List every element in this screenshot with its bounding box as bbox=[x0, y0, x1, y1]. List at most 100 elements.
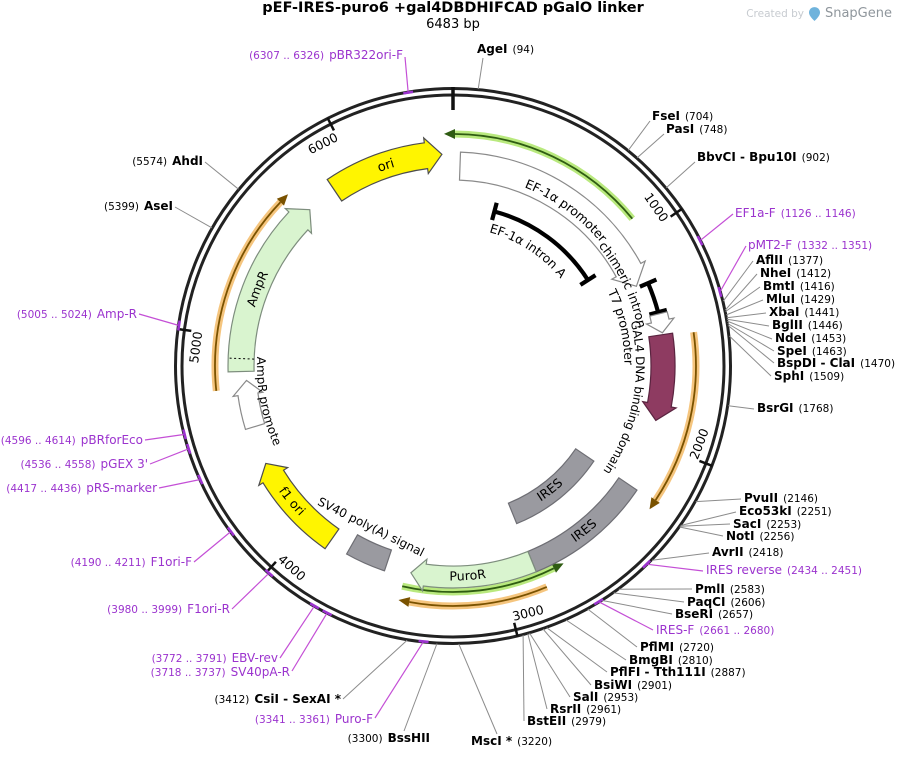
site-label-BsiWI[interactable]: BsiWI (2901) bbox=[594, 679, 672, 693]
site-position: (2810) bbox=[677, 655, 713, 667]
site-leader-line-9 bbox=[726, 318, 770, 327]
feature-ef-1-promoter-1[interactable] bbox=[458, 151, 647, 288]
site-leader-line-18 bbox=[679, 526, 724, 537]
feature-gal4-dna-binding-domain-5[interactable] bbox=[641, 332, 678, 422]
site-name: BssHII bbox=[387, 731, 430, 745]
site-label-SpeI[interactable]: SpeI (1463) bbox=[777, 345, 847, 359]
site-label-NdeI[interactable]: NdeI (1453) bbox=[775, 332, 846, 346]
primer-name: IRES-F bbox=[656, 623, 695, 637]
watermark: Created by SnapGene bbox=[746, 6, 892, 21]
primer-label-IRES-reverse[interactable]: IRES reverse (2434 .. 2451) bbox=[706, 564, 862, 578]
site-label-SphI[interactable]: SphI (1509) bbox=[774, 370, 844, 384]
site-label-NotI[interactable]: NotI (2256) bbox=[726, 530, 794, 544]
primer-name: IRES reverse bbox=[706, 563, 782, 577]
site-label-BmtI[interactable]: BmtI (1416) bbox=[763, 280, 835, 294]
site-label-XbaI[interactable]: XbaI (1441) bbox=[769, 306, 839, 320]
primer-position: (1126 .. 1146) bbox=[780, 208, 856, 220]
primer-label-pBRforEco[interactable]: (4596 .. 4614) pBRforEco bbox=[1, 434, 143, 448]
site-label-CsiI-SexAI-[interactable]: (3412) CsiI - SexAI * bbox=[214, 693, 341, 707]
site-leader-line-21 bbox=[613, 592, 685, 603]
primer-position: (5005 .. 5024) bbox=[16, 309, 92, 321]
site-position: (94) bbox=[512, 44, 535, 56]
feature-ires-7[interactable] bbox=[507, 447, 595, 525]
orf-arrowhead-icon-2 bbox=[551, 563, 564, 573]
site-position: (2146) bbox=[783, 493, 819, 505]
site-label-AflII[interactable]: AflII (1377) bbox=[756, 254, 823, 268]
site-label-BspDI-ClaI[interactable]: BspDI - ClaI (1470) bbox=[777, 357, 895, 371]
feature-ampr-promoter-11[interactable] bbox=[231, 379, 266, 431]
primer-label-F1ori-R[interactable]: (3980 .. 3999) F1ori-R bbox=[107, 603, 230, 617]
feature-chimeric-intron-3[interactable] bbox=[646, 282, 661, 313]
primer-label-pBR322ori-F[interactable]: (6307 .. 6326) pBR322ori-F bbox=[249, 49, 403, 63]
scale-tick-label-6000: 6000 bbox=[305, 129, 340, 157]
site-label-AvrII[interactable]: AvrII (2418) bbox=[712, 546, 783, 560]
site-label-PmlI[interactable]: PmlI (2583) bbox=[695, 583, 765, 597]
primer-label-SV40pA-R[interactable]: (3718 .. 3737) SV40pA-R bbox=[151, 666, 290, 680]
site-position: (2251) bbox=[796, 506, 832, 518]
primer-position: (3772 .. 3791) bbox=[151, 653, 227, 665]
primer-label-pGEX-3-[interactable]: (4536 .. 4558) pGEX 3' bbox=[21, 458, 148, 472]
primer-position: (3341 .. 3361) bbox=[254, 714, 330, 726]
primer-position: (4417 .. 4436) bbox=[6, 483, 82, 495]
site-position: (2253) bbox=[766, 519, 802, 531]
site-leader-line-26 bbox=[542, 628, 592, 686]
site-position: (2887) bbox=[710, 667, 746, 679]
site-position: (3220) bbox=[517, 736, 553, 748]
primer-site-tick-4 bbox=[593, 597, 604, 606]
site-label-MscI-[interactable]: MscI * (3220) bbox=[471, 735, 552, 749]
primer-name: pGEX 3' bbox=[100, 457, 148, 471]
site-label-BmgBI[interactable]: BmgBI (2810) bbox=[629, 654, 713, 668]
site-label-MluI[interactable]: MluI (1429) bbox=[766, 293, 835, 307]
site-leader-line-32 bbox=[342, 639, 408, 700]
feature-t7-promoter-4[interactable] bbox=[644, 311, 676, 334]
scale-tick-mark-1000 bbox=[669, 207, 683, 218]
site-label-FseI[interactable]: FseI (704) bbox=[652, 110, 713, 124]
site-position: (1463) bbox=[811, 346, 847, 358]
site-label-BsrGI[interactable]: BsrGI (1768) bbox=[757, 402, 833, 416]
site-label-NheI[interactable]: NheI (1412) bbox=[760, 267, 831, 281]
primer-label-IRES-F[interactable]: IRES-F (2661 .. 2680) bbox=[656, 624, 774, 638]
site-position: (1446) bbox=[807, 320, 843, 332]
site-label-Eco53kI[interactable]: Eco53kI (2251) bbox=[739, 505, 832, 519]
primer-label-pMT2-F[interactable]: pMT2-F (1332 .. 1351) bbox=[748, 239, 872, 253]
primer-leader-line-13 bbox=[138, 313, 180, 327]
site-label-BseRI[interactable]: BseRI (2657) bbox=[675, 608, 753, 622]
primer-position: (1332 .. 1351) bbox=[797, 240, 873, 252]
site-label-SacI[interactable]: SacI (2253) bbox=[733, 518, 801, 532]
site-label-PflMI[interactable]: PflMI (2720) bbox=[640, 641, 714, 655]
feature-puror-8[interactable] bbox=[410, 550, 537, 593]
site-label-AgeI[interactable]: AgeI (94) bbox=[477, 43, 534, 57]
site-label-BglII[interactable]: BglII (1446) bbox=[772, 319, 843, 333]
plasmid-title-block: pEF-IRES-puro6 +gal4DBDHIFCAD pGalO link… bbox=[0, 0, 902, 32]
primer-name: Puro-F bbox=[334, 712, 373, 726]
primer-label-pRS-marker[interactable]: (4417 .. 4436) pRS-marker bbox=[6, 482, 157, 496]
site-label-AseI[interactable]: (5399) AseI bbox=[104, 200, 173, 214]
site-label-BbvCI-Bpu10I[interactable]: BbvCI - Bpu10I (902) bbox=[697, 151, 830, 165]
feature-ori-0[interactable] bbox=[326, 136, 443, 202]
scale-tick-mark-6000 bbox=[326, 117, 336, 131]
feature-label-text-11: AmpR promoter bbox=[0, 0, 284, 448]
site-label-BstEII[interactable]: BstEII (2979) bbox=[527, 715, 606, 729]
site-label-SalI[interactable]: SalI (2953) bbox=[573, 691, 638, 705]
feature-sv40-poly-a-signal-9[interactable] bbox=[345, 533, 393, 572]
site-label-RsrII[interactable]: RsrII (2961) bbox=[550, 703, 621, 717]
primer-label-Puro-F[interactable]: (3341 .. 3361) Puro-F bbox=[255, 713, 373, 727]
site-label-PvuII[interactable]: PvuII (2146) bbox=[744, 492, 818, 506]
plasmid-length: 6483 bp bbox=[426, 17, 480, 32]
site-label-PasI[interactable]: PasI (748) bbox=[666, 123, 727, 137]
site-leader-line-2 bbox=[636, 133, 665, 159]
site-label-AhdI[interactable]: (5574) AhdI bbox=[132, 155, 203, 169]
primer-site-tick-6 bbox=[322, 609, 333, 617]
feature-f1-ori-10[interactable] bbox=[257, 462, 340, 550]
feature-ef-1-intron-a-2[interactable] bbox=[493, 209, 590, 282]
site-label-PflFI-Tth111I[interactable]: PflFI - Tth111I (2887) bbox=[610, 666, 746, 680]
site-name: PvuII bbox=[744, 491, 779, 505]
primer-label-EBV-rev[interactable]: (3772 .. 3791) EBV-rev bbox=[152, 652, 278, 666]
primer-label-F1ori-F[interactable]: (4190 .. 4211) F1ori-F bbox=[71, 556, 192, 570]
feature-ampr-12[interactable] bbox=[227, 207, 313, 373]
primer-label-Amp-R[interactable]: (5005 .. 5024) Amp-R bbox=[17, 308, 137, 322]
site-label-BssHII[interactable]: (3300) BssHII bbox=[348, 732, 430, 746]
primer-label-EF1a-F[interactable]: EF1a-F (1126 .. 1146) bbox=[735, 207, 856, 221]
site-label-PaqCI[interactable]: PaqCI (2606) bbox=[687, 596, 765, 610]
site-leader-line-16 bbox=[680, 511, 737, 526]
